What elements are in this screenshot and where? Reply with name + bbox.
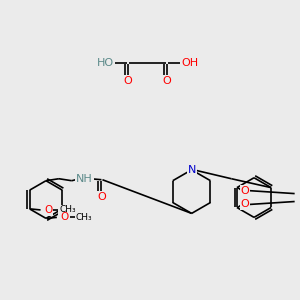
Text: O: O	[240, 186, 249, 196]
Text: O: O	[240, 200, 249, 209]
Text: O: O	[124, 76, 133, 85]
Text: O: O	[44, 205, 52, 215]
Text: N: N	[188, 165, 196, 175]
Text: CH₃: CH₃	[59, 206, 76, 214]
Text: O: O	[97, 192, 106, 202]
Text: O: O	[163, 76, 171, 85]
Text: CH₃: CH₃	[75, 213, 92, 222]
Text: NH: NH	[76, 174, 93, 184]
Text: HO: HO	[97, 58, 114, 68]
Text: OH: OH	[181, 58, 198, 68]
Text: O: O	[61, 212, 69, 222]
